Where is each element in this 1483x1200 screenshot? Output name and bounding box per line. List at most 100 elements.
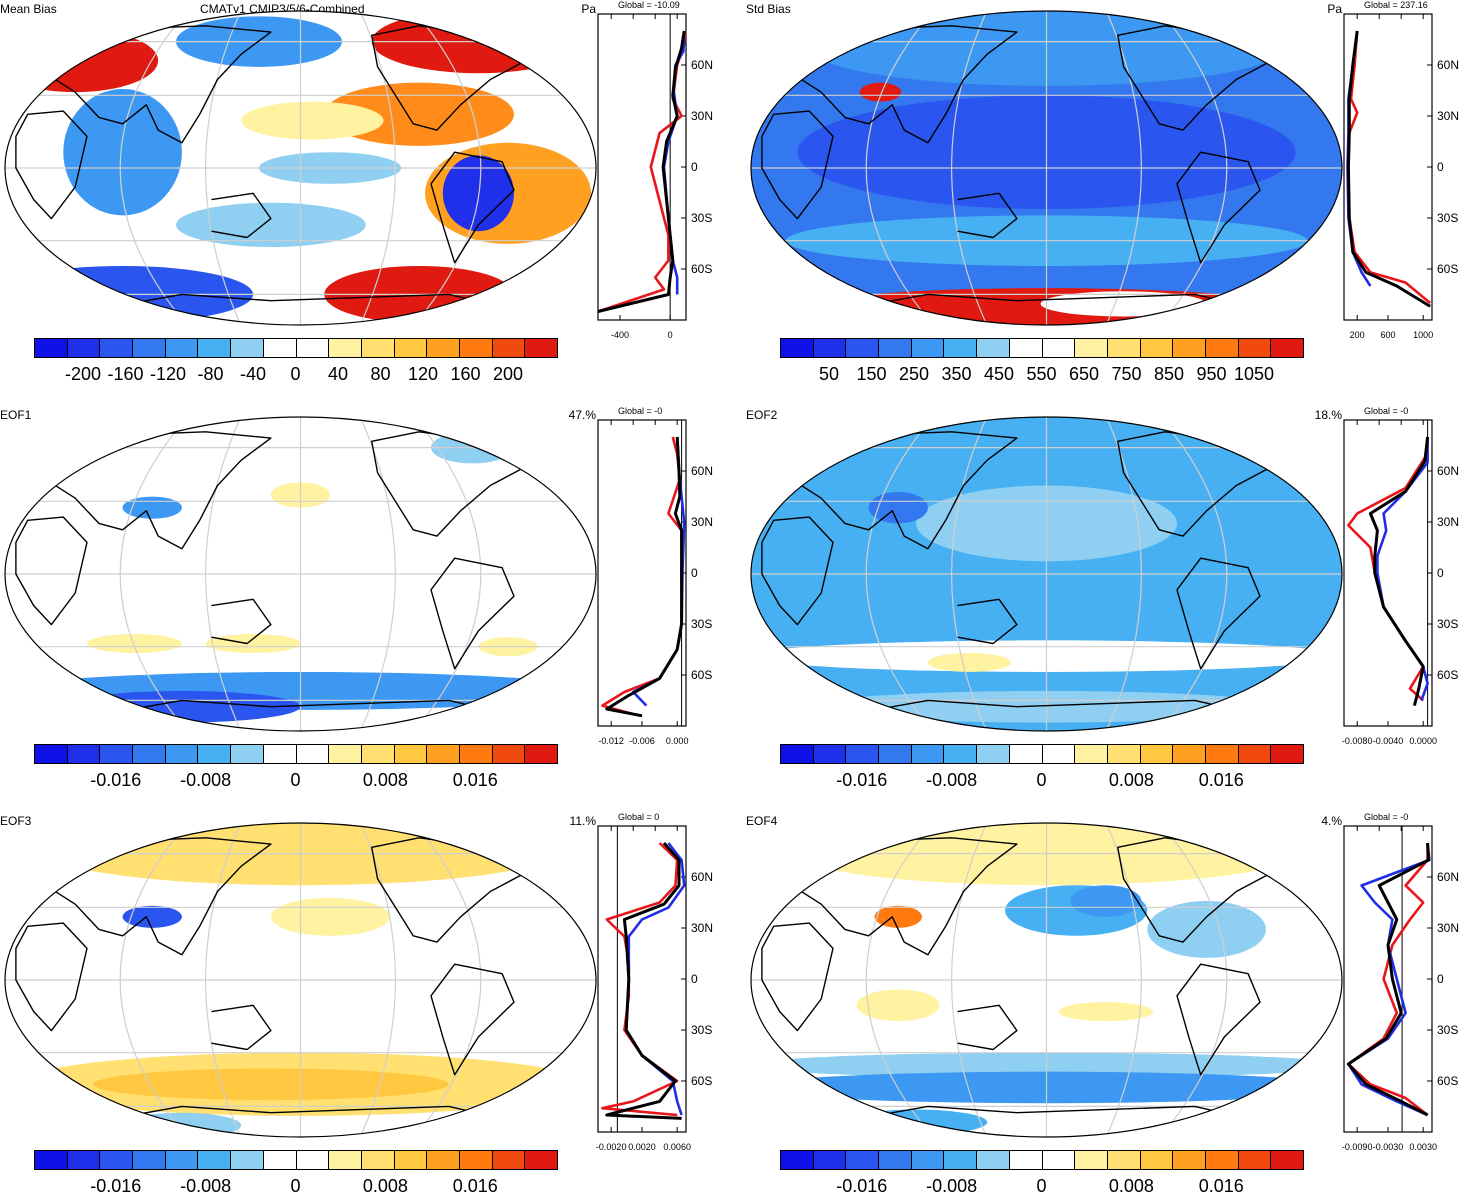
colorbar-label: 350 — [941, 364, 972, 384]
colorbar-swatch — [1074, 1150, 1108, 1170]
colorbar-label: -0.008 — [180, 1176, 232, 1196]
colorbar-swatch — [976, 744, 1010, 764]
field-region — [1236, 16, 1272, 36]
colorbar-label: -120 — [150, 364, 187, 384]
profile-global-mean: Global = 0 — [618, 812, 660, 822]
colorbar-swatch — [845, 338, 880, 358]
colorbar-swatch — [910, 338, 945, 358]
colorbar-label: 0 — [290, 770, 301, 790]
colorbar-swatch — [132, 338, 166, 358]
coastline — [957, 1004, 1018, 1051]
colorbar-swatch — [812, 1150, 847, 1170]
map-robinson — [750, 822, 1343, 1138]
panel-title: EOF1 — [0, 408, 32, 422]
profile-lat-label: 60N — [1437, 58, 1459, 72]
profile-line-blue — [631, 436, 686, 707]
profile-global-mean: Global = -10.09 — [618, 0, 680, 10]
colorbar-label: 850 — [1153, 364, 1184, 384]
longitude-gridline — [359, 823, 396, 1137]
profile-lat-label: 0 — [691, 972, 698, 986]
coastline — [110, 699, 491, 714]
profile-x-label: 0.0060 — [663, 1142, 691, 1152]
map-robinson — [4, 822, 597, 1138]
colorbar-swatch — [99, 744, 134, 764]
coastline — [430, 557, 515, 670]
profile-line-black — [1346, 30, 1431, 308]
field-region — [1040, 291, 1207, 317]
longitude-gridline — [865, 11, 935, 325]
colorbar-swatch — [524, 744, 558, 764]
colorbar-label: 0.016 — [1198, 770, 1244, 790]
colorbar-label: 0.016 — [452, 770, 498, 790]
colorbar-swatch — [66, 1150, 101, 1170]
panel-title: EOF2 — [746, 408, 778, 422]
field-region — [868, 491, 928, 524]
profile-lat-label: 60N — [691, 464, 713, 478]
longitude-gridline — [951, 417, 988, 731]
colorbar-swatch — [943, 1150, 978, 1170]
profile-lat-label: 30N — [1437, 921, 1459, 935]
colorbar-swatch — [426, 338, 460, 358]
colorbar-label: -0.016 — [90, 1176, 142, 1196]
colorbar-swatch — [845, 744, 880, 764]
colorbar-label: 450 — [983, 364, 1015, 384]
colorbar-label: 0 — [1036, 1176, 1047, 1196]
colorbar-swatch — [1008, 744, 1043, 764]
colorbar-label: 50 — [819, 364, 840, 384]
colorbar-swatch — [360, 744, 395, 764]
colorbar-swatch — [812, 744, 847, 764]
profile-lat-label: 60S — [691, 1074, 712, 1088]
longitude-gridline — [205, 823, 242, 1137]
longitude-gridline — [205, 417, 242, 731]
field-region — [175, 202, 366, 248]
colorbar-swatch — [1270, 338, 1304, 358]
colorbar-swatch — [328, 744, 362, 764]
map-robinson — [4, 416, 597, 732]
profile-lat-label: 60N — [691, 870, 713, 884]
colorbar-swatch — [230, 1150, 264, 1170]
colorbar-label: 650 — [1068, 364, 1100, 384]
colorbar-swatch — [910, 1150, 945, 1170]
colorbar-swatch — [230, 744, 264, 764]
profile-x-label: -0.0020 — [596, 1142, 627, 1152]
coastline — [110, 293, 491, 308]
profile-lat-label: 30S — [1437, 617, 1458, 631]
profile-line-red — [601, 436, 683, 716]
colorbar-label: 120 — [407, 364, 438, 384]
colorbar-swatch — [164, 338, 199, 358]
colorbar-swatch — [1139, 1150, 1174, 1170]
profile-line-blue — [1347, 842, 1431, 1117]
colorbar: -0.016 -0.008 0 0.008 0.016 — [34, 1150, 558, 1200]
colorbar-swatch — [1074, 338, 1108, 358]
longitude-gridline — [865, 823, 935, 1137]
colorbar-label: 0.016 — [1198, 1176, 1244, 1196]
profile-unit: 47.% — [568, 408, 596, 422]
panel-title: EOF3 — [0, 814, 32, 828]
colorbar-swatch — [34, 338, 68, 358]
colorbar-swatch — [1270, 1150, 1304, 1170]
profile-x-label: -0.0030 — [1373, 1142, 1404, 1152]
longitude-gridline — [359, 417, 396, 731]
colorbar-label: 550 — [1026, 364, 1057, 384]
profile-lat-label: 0 — [1437, 566, 1444, 580]
coastline — [957, 598, 1018, 645]
colorbar-swatch — [393, 744, 428, 764]
field-region — [1070, 885, 1142, 917]
profile-lat-label: 0 — [691, 566, 698, 580]
colorbar-swatch — [458, 1150, 493, 1170]
profile-line-black — [1346, 842, 1430, 1117]
map-border — [750, 10, 1343, 326]
colorbar-swatch — [491, 338, 526, 358]
colorbar-label: -160 — [107, 364, 144, 384]
profile-lat-label: 0 — [1437, 972, 1444, 986]
coastline — [856, 293, 1237, 308]
profile-x-label: -0.0080 — [1342, 736, 1373, 746]
coastline — [761, 516, 834, 626]
colorbar-swatch — [99, 1150, 134, 1170]
field-region — [205, 634, 301, 653]
map-robinson — [750, 10, 1343, 326]
colorbar-swatch — [780, 744, 814, 764]
colorbar-swatch — [426, 744, 460, 764]
field-region — [927, 653, 1011, 672]
map-border — [750, 822, 1343, 1138]
